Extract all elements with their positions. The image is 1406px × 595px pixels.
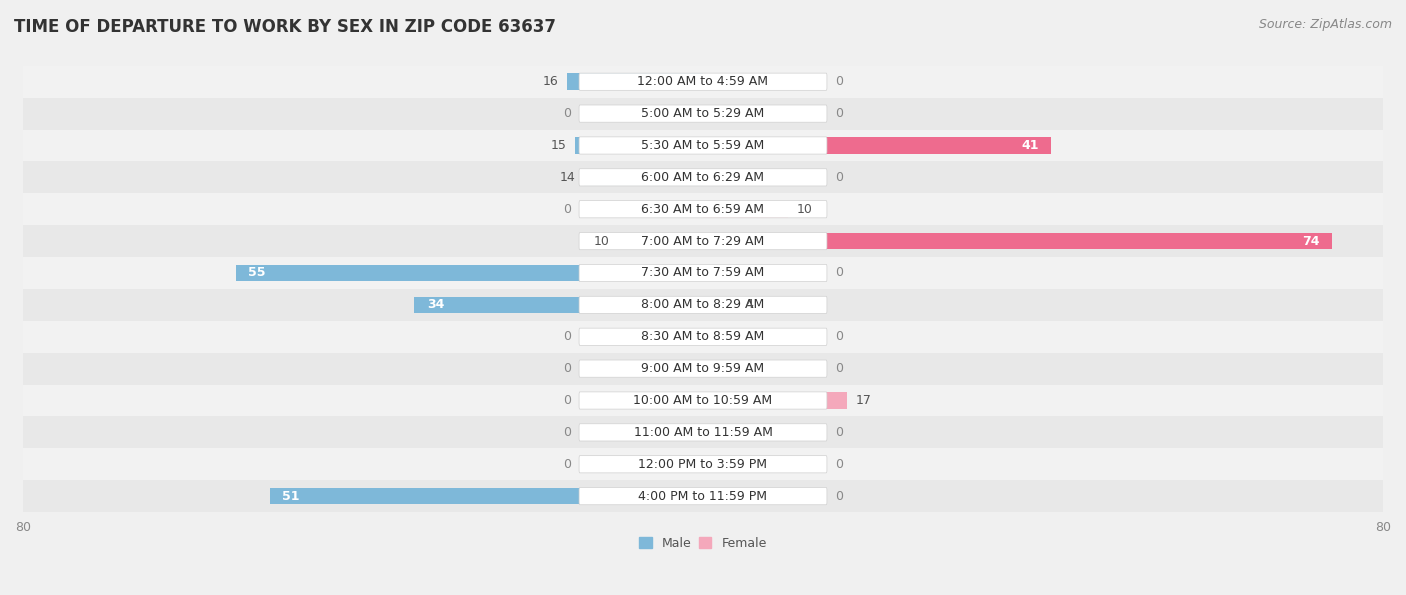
Text: 16: 16 — [543, 75, 558, 88]
Text: 12:00 PM to 3:59 PM: 12:00 PM to 3:59 PM — [638, 458, 768, 471]
Bar — [22, 353, 1384, 384]
Text: 7:30 AM to 7:59 AM: 7:30 AM to 7:59 AM — [641, 267, 765, 280]
Bar — [703, 201, 787, 218]
Bar — [22, 257, 1384, 289]
Bar — [413, 296, 703, 313]
Text: 14: 14 — [560, 171, 575, 184]
Bar — [583, 169, 703, 186]
Bar — [703, 296, 737, 313]
Text: 41: 41 — [1021, 139, 1039, 152]
FancyBboxPatch shape — [579, 233, 827, 250]
Bar — [235, 265, 703, 281]
Text: 0: 0 — [564, 362, 571, 375]
FancyBboxPatch shape — [579, 487, 827, 505]
Bar — [22, 480, 1384, 512]
Text: 6:00 AM to 6:29 AM: 6:00 AM to 6:29 AM — [641, 171, 765, 184]
Bar — [703, 233, 1331, 249]
FancyBboxPatch shape — [579, 328, 827, 345]
Legend: Male, Female: Male, Female — [640, 537, 766, 550]
FancyBboxPatch shape — [579, 392, 827, 409]
Bar — [22, 98, 1384, 130]
Text: TIME OF DEPARTURE TO WORK BY SEX IN ZIP CODE 63637: TIME OF DEPARTURE TO WORK BY SEX IN ZIP … — [14, 18, 555, 36]
FancyBboxPatch shape — [579, 137, 827, 154]
Bar — [22, 289, 1384, 321]
Text: 0: 0 — [835, 490, 842, 503]
Text: Source: ZipAtlas.com: Source: ZipAtlas.com — [1258, 18, 1392, 31]
Bar — [575, 137, 703, 154]
Text: 6:30 AM to 6:59 AM: 6:30 AM to 6:59 AM — [641, 203, 765, 216]
Text: 12:00 AM to 4:59 AM: 12:00 AM to 4:59 AM — [637, 75, 769, 88]
Text: 0: 0 — [564, 458, 571, 471]
Text: 0: 0 — [835, 107, 842, 120]
Bar — [22, 225, 1384, 257]
Text: 4:00 PM to 11:59 PM: 4:00 PM to 11:59 PM — [638, 490, 768, 503]
Bar — [22, 448, 1384, 480]
Bar — [703, 137, 1052, 154]
Text: 0: 0 — [564, 330, 571, 343]
Text: 10:00 AM to 10:59 AM: 10:00 AM to 10:59 AM — [634, 394, 772, 407]
Text: 0: 0 — [835, 171, 842, 184]
Text: 34: 34 — [427, 298, 444, 311]
Bar — [22, 130, 1384, 161]
Bar — [619, 233, 703, 249]
Text: 5:00 AM to 5:29 AM: 5:00 AM to 5:29 AM — [641, 107, 765, 120]
Text: 8:30 AM to 8:59 AM: 8:30 AM to 8:59 AM — [641, 330, 765, 343]
FancyBboxPatch shape — [579, 201, 827, 218]
FancyBboxPatch shape — [579, 424, 827, 441]
Text: 10: 10 — [593, 234, 609, 248]
Text: 17: 17 — [856, 394, 872, 407]
Text: 51: 51 — [283, 490, 299, 503]
FancyBboxPatch shape — [579, 105, 827, 122]
Text: 0: 0 — [564, 203, 571, 216]
Text: 15: 15 — [551, 139, 567, 152]
Text: 74: 74 — [1302, 234, 1319, 248]
Text: 0: 0 — [835, 330, 842, 343]
Bar — [22, 161, 1384, 193]
Text: 0: 0 — [835, 267, 842, 280]
Text: 0: 0 — [564, 107, 571, 120]
FancyBboxPatch shape — [579, 169, 827, 186]
Bar — [703, 392, 848, 409]
Text: 9:00 AM to 9:59 AM: 9:00 AM to 9:59 AM — [641, 362, 765, 375]
Bar — [22, 416, 1384, 448]
Text: 8:00 AM to 8:29 AM: 8:00 AM to 8:29 AM — [641, 298, 765, 311]
Text: 10: 10 — [797, 203, 813, 216]
FancyBboxPatch shape — [579, 296, 827, 314]
Text: 0: 0 — [564, 426, 571, 439]
Text: 5:30 AM to 5:59 AM: 5:30 AM to 5:59 AM — [641, 139, 765, 152]
Text: 0: 0 — [835, 75, 842, 88]
Bar — [22, 321, 1384, 353]
Text: 0: 0 — [835, 426, 842, 439]
Bar — [567, 73, 703, 90]
Text: 7:00 AM to 7:29 AM: 7:00 AM to 7:29 AM — [641, 234, 765, 248]
Text: 11:00 AM to 11:59 AM: 11:00 AM to 11:59 AM — [634, 426, 772, 439]
FancyBboxPatch shape — [579, 264, 827, 281]
Text: 0: 0 — [835, 458, 842, 471]
Text: 4: 4 — [745, 298, 754, 311]
Bar — [22, 193, 1384, 225]
Bar — [22, 384, 1384, 416]
FancyBboxPatch shape — [579, 456, 827, 473]
FancyBboxPatch shape — [579, 73, 827, 90]
Bar — [22, 66, 1384, 98]
Text: 0: 0 — [835, 362, 842, 375]
Bar — [270, 488, 703, 505]
Text: 0: 0 — [564, 394, 571, 407]
Text: 55: 55 — [249, 267, 266, 280]
FancyBboxPatch shape — [579, 360, 827, 377]
